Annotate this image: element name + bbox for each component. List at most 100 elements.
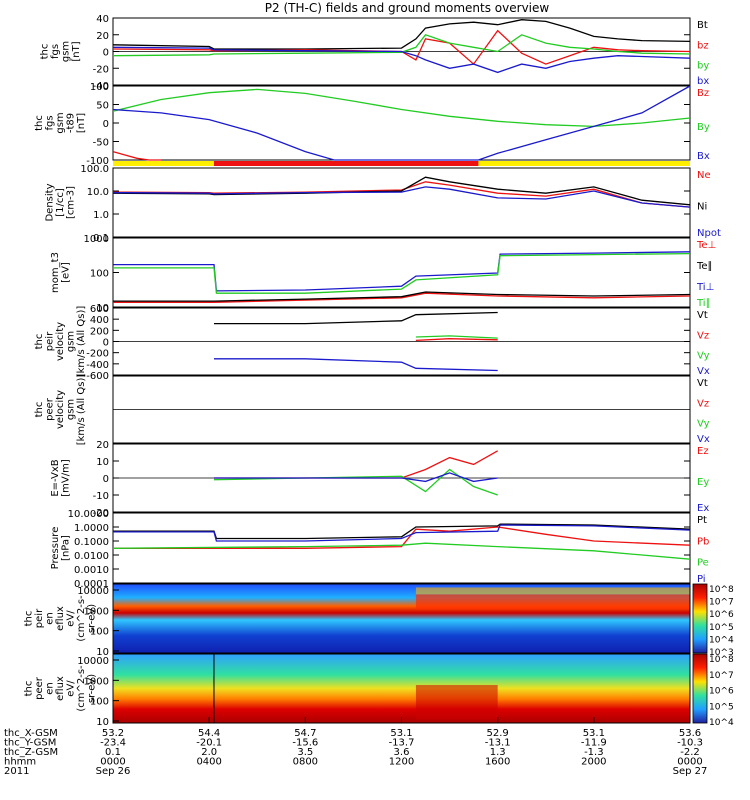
x-axis-value: 0.1 (105, 747, 121, 758)
y-axis-label-line: en (45, 612, 56, 625)
colorbar (692, 583, 708, 654)
y-axis-label-line: [1/cc] (55, 188, 66, 217)
legend-entry: Pb (697, 536, 709, 547)
x-axis-value: 3.5 (297, 747, 313, 758)
series-line-Pe (112, 542, 691, 560)
y-axis-label-line: en (45, 682, 56, 695)
x-axis-value: 0000 (677, 757, 702, 768)
legend-entry: bz (697, 40, 709, 51)
y-axis-label-line: [mV/m] (60, 459, 71, 497)
colorbar-tick-label: 10^5 (709, 623, 734, 633)
y-axis-label: thc peer velocity gsm [km/s (All Qs)] (34, 374, 87, 446)
y-axis-label-line: [km/s (All Qs)] (76, 374, 87, 446)
y-axis-label-line: eflux (55, 676, 66, 701)
panel-4: 1000 100 10 mom_t3 [eV] Te⊥ Te∥ Ti⊥ Ti∥ (50, 234, 717, 314)
x-axis-row-label: thc_Y-GSM (4, 738, 56, 749)
y-axis-label-line: eflux (55, 606, 66, 631)
x-axis-value: -11.9 (581, 738, 607, 749)
y-tick-label: -400 (86, 360, 109, 371)
y-tick-label: 1.0 (93, 210, 109, 221)
y-tick-label: -10 (93, 491, 109, 502)
y-axis-label-line: mom_t3 (50, 252, 61, 293)
y-tick-label: 200 (90, 326, 109, 337)
y-tick-label: 100 (90, 269, 109, 280)
legend-entry: Ez (697, 446, 709, 457)
x-axis-value: -23.4 (100, 738, 126, 749)
x-axis-value: 53.2 (102, 728, 124, 739)
y-axis-label-line: thc (39, 44, 50, 60)
y-axis-label-line: gsm (66, 399, 77, 420)
series-line-Bz (112, 150, 162, 161)
x-axis-value: -13.7 (389, 738, 415, 749)
legend-entry: Vy (697, 351, 710, 362)
legend-entry: Ne (697, 170, 711, 181)
y-axis-label-line: (cm^2-s- (76, 665, 87, 712)
y-tick-label: 1000 (84, 676, 109, 687)
y-axis-label-line: Density (45, 183, 56, 221)
y-tick-label: 0.0001 (74, 579, 109, 590)
x-axis-row-label: thc_X-GSM (4, 728, 58, 739)
y-axis-label-line: eV/ (66, 680, 77, 697)
series-line-Vt (214, 311, 498, 325)
heatmap-band (415, 587, 690, 595)
y-tick-label: 10 (96, 303, 109, 314)
legend-entry: Te⊥ (696, 240, 716, 251)
colorbar-tick-label: 10^7 (709, 598, 734, 608)
y-axis-label-line: [nT] (76, 113, 87, 133)
panel-frame (112, 583, 691, 654)
x-axis-value: 54.4 (198, 728, 220, 739)
y-axis-label-line: [km/s (All Qs)] (76, 306, 87, 378)
x-axis-value: 3.6 (394, 747, 410, 758)
y-axis-label-line: gsm (66, 331, 77, 352)
y-axis-label-line: thc (34, 334, 45, 350)
y-axis-label: E=-VxB [mV/m] (50, 459, 72, 497)
series-line-Ti⊥ (113, 251, 691, 292)
x-axis-value: -15.6 (292, 738, 318, 749)
y-axis-label-line: peer (45, 397, 56, 421)
y-tick-label: 0.0010 (74, 565, 109, 576)
legend-entry: Te∥ (696, 261, 713, 272)
x-axis-value: -1.3 (584, 747, 604, 758)
y-tick-label: 1000 (84, 606, 109, 617)
y-axis-label-line: fgs (45, 115, 56, 130)
y-axis-label: Density [1/cc] [cm-3] (45, 183, 77, 221)
panel-frame (112, 85, 691, 161)
colorbar-tick-label: 10^3 (709, 648, 734, 658)
y-tick-label: -100 (86, 156, 109, 167)
legend-entry: Ti⊥ (696, 282, 714, 293)
y-axis-label-line: peir (45, 331, 56, 351)
legend-entry: Vx (697, 366, 710, 377)
y-axis-label-line: peir (34, 608, 45, 628)
y-axis-label-line: [nPa] (60, 535, 71, 561)
y-tick-label: 10 (96, 457, 109, 468)
x-axis-value: -2.2 (680, 747, 700, 758)
y-tick-label: 0.1 (93, 233, 109, 244)
x-axis-value: 1.3 (490, 747, 506, 758)
y-axis-label-line: sr-eV) (87, 674, 98, 703)
y-axis-label-line: peer (34, 676, 45, 700)
x-axis-value: 54.7 (294, 728, 316, 739)
y-tick-label: 0.0100 (74, 551, 109, 562)
colorbar-tick-label: 10^4 (709, 718, 734, 728)
y-axis-label-line: (cm^2-s- (76, 595, 87, 642)
legend-entry: Bx (697, 151, 710, 162)
x-axis-row-label: hhmm (4, 757, 36, 768)
x-axis-value: 1200 (389, 757, 414, 768)
heatmap-band (415, 594, 690, 610)
colorbar (692, 653, 708, 724)
y-tick-label: 1000 (84, 234, 109, 245)
legend-entry: Vz (697, 398, 709, 409)
y-axis-label-line: E=-VxB (50, 459, 61, 496)
legend-entry: Vz (697, 330, 709, 341)
y-axis-label-line: thc (24, 611, 35, 627)
y-axis-label-line: [cm-3] (66, 186, 77, 219)
y-tick-label: 100 (90, 82, 109, 93)
panel-9: 10^8 10^7 10^6 10^5 10^4 10^3 10000 1000 100 10 th… (24, 583, 734, 658)
x-axis-value: 52.9 (487, 728, 509, 739)
legend-entry: Pi (697, 574, 706, 585)
y-axis-label-line: [nT] (71, 41, 82, 61)
orbit-bar-segment (113, 161, 214, 166)
